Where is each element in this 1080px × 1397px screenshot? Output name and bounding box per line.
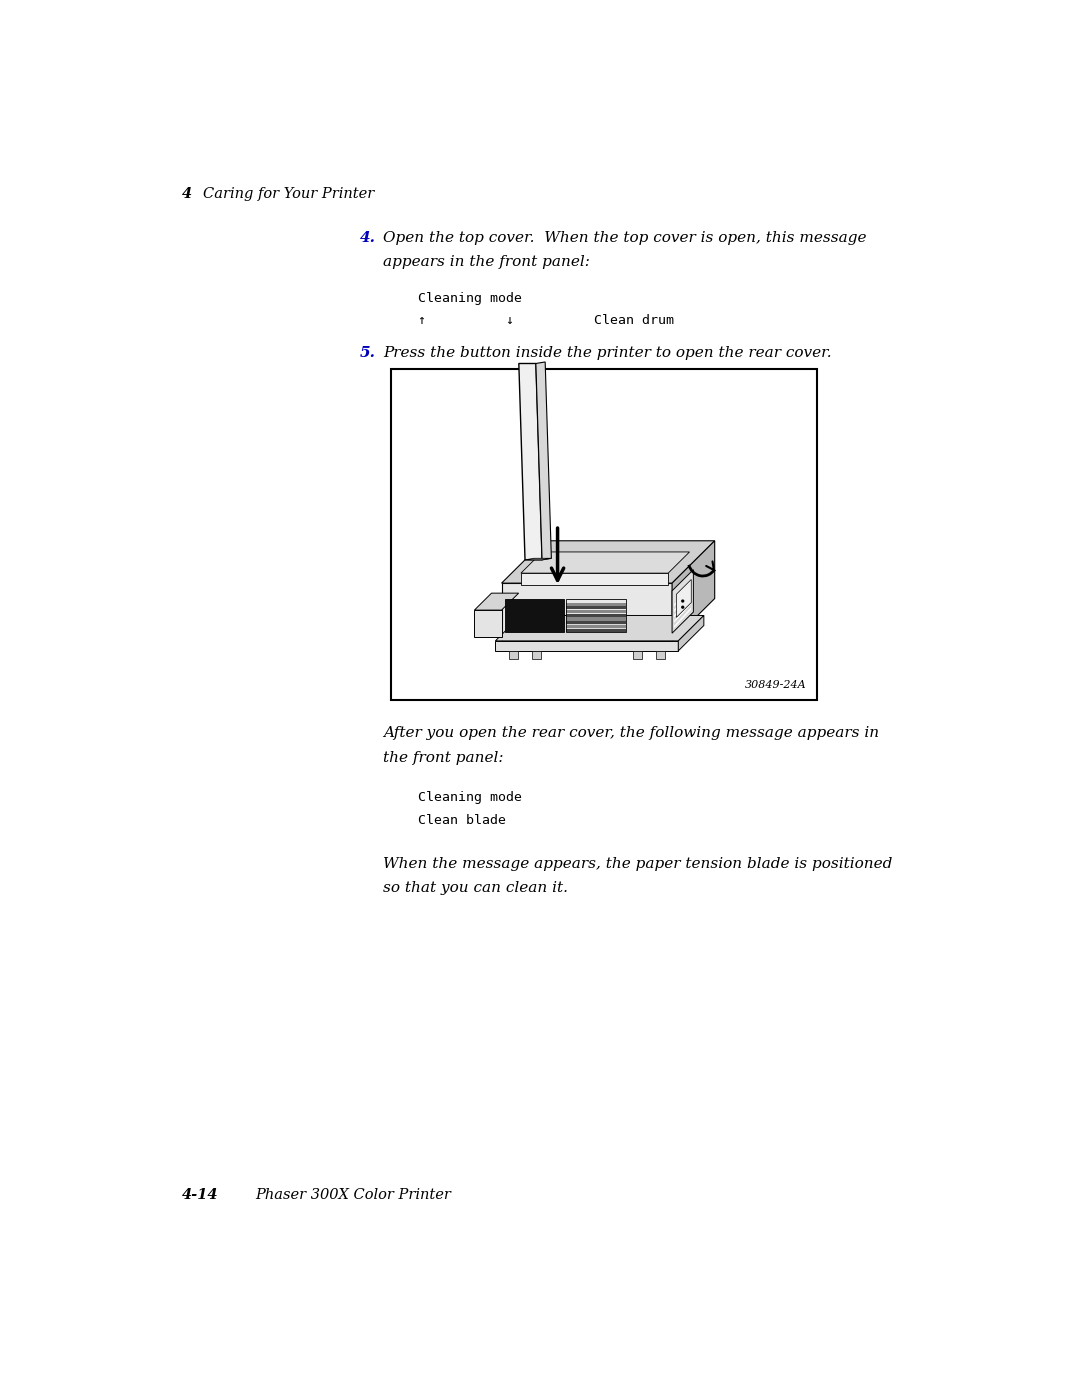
Text: 4.: 4. bbox=[360, 231, 376, 244]
Text: After you open the rear cover, the following message appears in: After you open the rear cover, the follo… bbox=[383, 726, 879, 740]
Polygon shape bbox=[531, 651, 541, 658]
Text: the front panel:: the front panel: bbox=[383, 750, 503, 764]
Polygon shape bbox=[656, 651, 665, 658]
Polygon shape bbox=[496, 641, 678, 651]
Polygon shape bbox=[474, 610, 501, 637]
Text: Open the top cover.  When the top cover is open, this message: Open the top cover. When the top cover i… bbox=[383, 231, 866, 244]
Polygon shape bbox=[674, 606, 691, 629]
Polygon shape bbox=[674, 601, 691, 624]
Text: When the message appears, the paper tension blade is positioned: When the message appears, the paper tens… bbox=[383, 856, 892, 870]
Text: 5.: 5. bbox=[360, 346, 376, 360]
Text: Press the button inside the printer to open the rear cover.: Press the button inside the printer to o… bbox=[383, 346, 832, 360]
Polygon shape bbox=[505, 598, 564, 631]
Polygon shape bbox=[496, 616, 704, 641]
Text: Phaser 300X Color Printer: Phaser 300X Color Printer bbox=[255, 1187, 451, 1201]
Circle shape bbox=[681, 606, 684, 608]
Polygon shape bbox=[566, 624, 625, 627]
Text: Clean blade: Clean blade bbox=[418, 814, 505, 827]
Text: Caring for Your Printer: Caring for Your Printer bbox=[203, 187, 375, 201]
Polygon shape bbox=[509, 651, 517, 658]
Polygon shape bbox=[501, 541, 715, 583]
Polygon shape bbox=[525, 559, 552, 560]
Polygon shape bbox=[566, 610, 625, 613]
Polygon shape bbox=[566, 622, 625, 624]
Polygon shape bbox=[518, 363, 542, 560]
Text: 4: 4 bbox=[181, 187, 191, 201]
Text: appears in the front panel:: appears in the front panel: bbox=[383, 256, 590, 270]
Text: 4-14: 4-14 bbox=[181, 1187, 218, 1201]
Polygon shape bbox=[521, 552, 689, 573]
Text: so that you can clean it.: so that you can clean it. bbox=[383, 882, 568, 895]
Polygon shape bbox=[566, 602, 625, 606]
Circle shape bbox=[681, 601, 684, 602]
Polygon shape bbox=[501, 583, 672, 641]
Polygon shape bbox=[566, 629, 625, 631]
Text: Cleaning mode: Cleaning mode bbox=[418, 292, 522, 306]
Polygon shape bbox=[525, 553, 678, 583]
Polygon shape bbox=[676, 580, 691, 617]
Polygon shape bbox=[566, 606, 625, 609]
Polygon shape bbox=[674, 591, 691, 613]
Polygon shape bbox=[672, 570, 693, 633]
Bar bbox=[391, 369, 816, 700]
Polygon shape bbox=[521, 573, 669, 585]
Polygon shape bbox=[678, 616, 704, 651]
Polygon shape bbox=[674, 595, 691, 619]
Text: Cleaning mode: Cleaning mode bbox=[418, 791, 522, 805]
Polygon shape bbox=[633, 651, 642, 658]
Polygon shape bbox=[566, 613, 625, 617]
Polygon shape bbox=[474, 594, 518, 610]
Text: ↑          ↓          Clean drum: ↑ ↓ Clean drum bbox=[418, 314, 674, 327]
Polygon shape bbox=[674, 585, 691, 608]
Polygon shape bbox=[536, 362, 552, 560]
Text: 30849-24A: 30849-24A bbox=[744, 680, 806, 690]
Polygon shape bbox=[566, 617, 625, 620]
Polygon shape bbox=[672, 541, 715, 641]
